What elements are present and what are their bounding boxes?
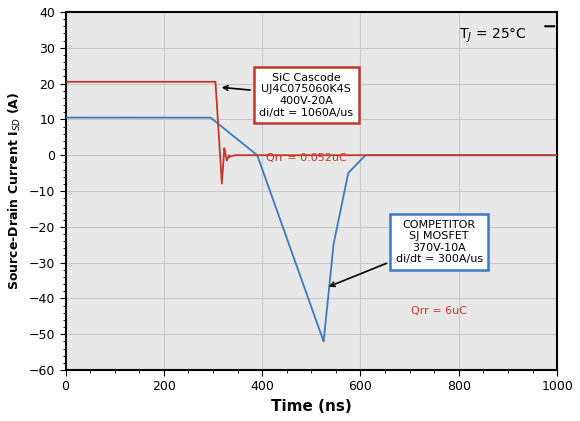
Text: SiC Cascode
UJ4C075060K4S
400V-20A
di/dt = 1060A/us: SiC Cascode UJ4C075060K4S 400V-20A di/dt… xyxy=(223,73,353,117)
Y-axis label: Source-Drain Current I$_{SD}$ (A): Source-Drain Current I$_{SD}$ (A) xyxy=(7,92,23,290)
Text: COMPETITOR
SJ MOSFET
370V-10A
di/dt = 300A/us: COMPETITOR SJ MOSFET 370V-10A di/dt = 30… xyxy=(331,220,483,286)
Text: T$_J$ = 25°C: T$_J$ = 25°C xyxy=(459,26,527,45)
X-axis label: Time (ns): Time (ns) xyxy=(271,399,351,414)
Text: Qrr = 6uC: Qrr = 6uC xyxy=(411,306,467,316)
Text: Qrr = 0.052uC: Qrr = 0.052uC xyxy=(266,153,347,163)
